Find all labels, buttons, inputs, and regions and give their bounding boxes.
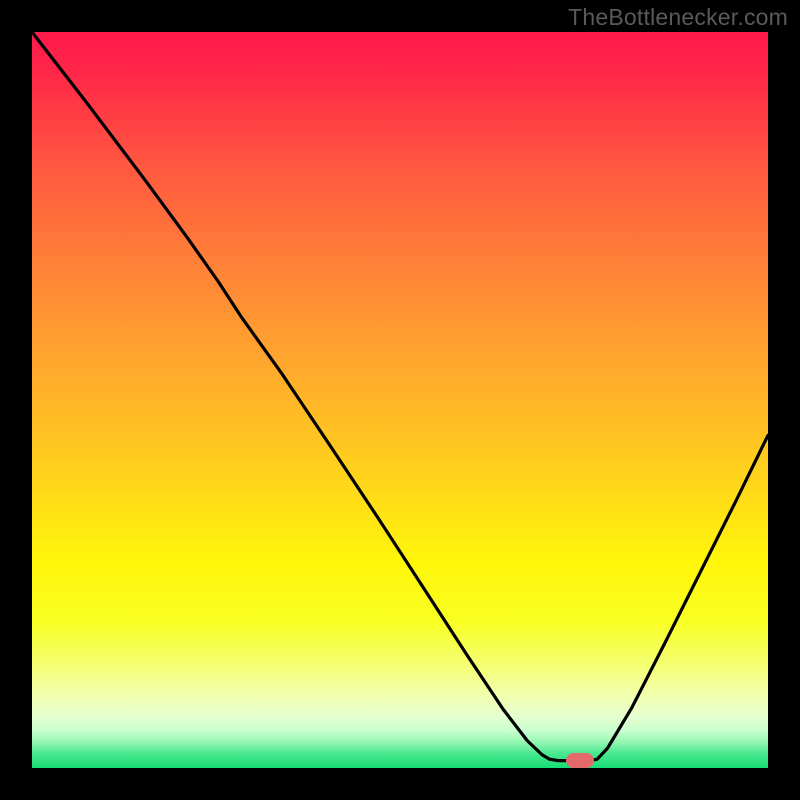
plot-area [32,32,768,768]
optimum-marker [566,753,594,768]
bottleneck-curve [32,32,768,768]
watermark-text: TheBottlenecker.com [568,4,788,31]
